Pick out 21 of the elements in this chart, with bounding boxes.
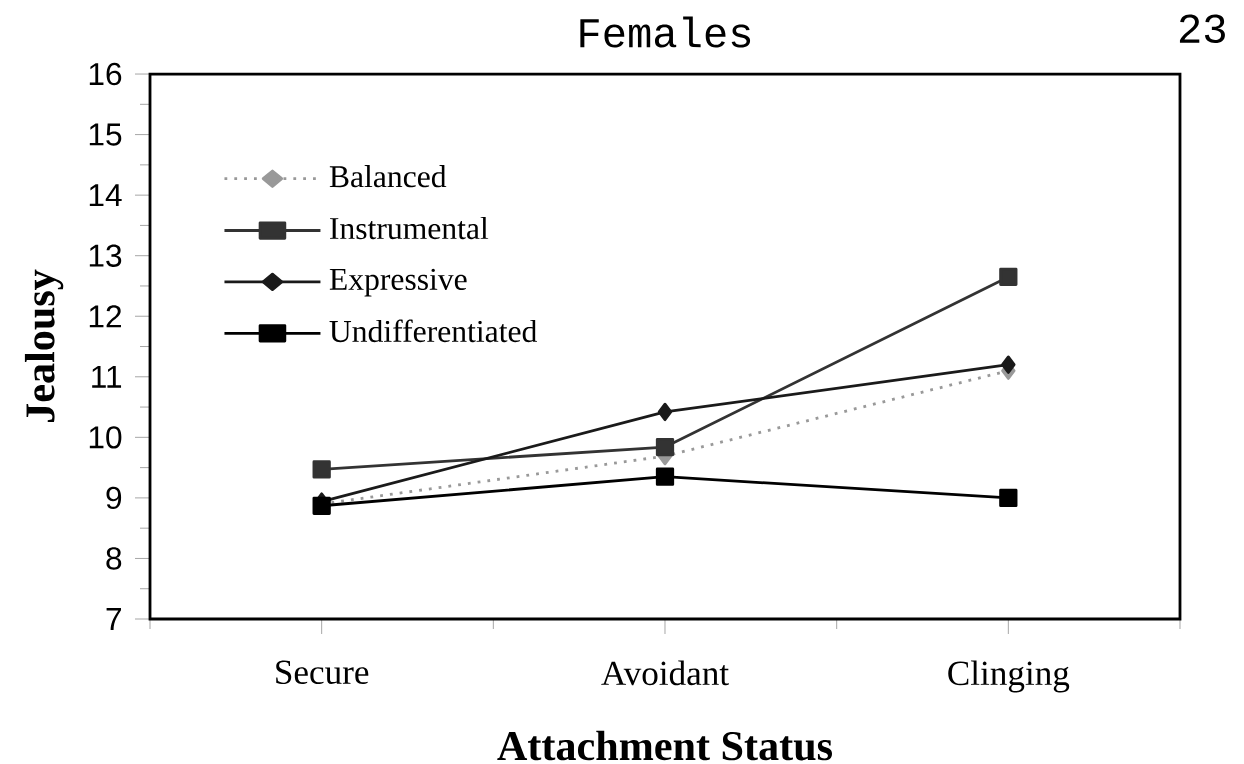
y-tick-label: 8 (106, 547, 122, 570)
y-tick-label: 7 (106, 608, 121, 630)
legend-label: Instrumental (330, 216, 489, 240)
y-tick-label: 13 (89, 244, 122, 267)
legend-label: Balanced (329, 165, 447, 188)
y-tick-label: 14 (89, 184, 122, 207)
y-tick-label: 9 (106, 486, 122, 510)
y-axis-title: Jealousy (24, 269, 64, 422)
y-tick-label: 12 (89, 305, 121, 328)
legend-label: Undifferentiated (329, 319, 537, 343)
chart-title: Females (580, 16, 751, 48)
legend-label: Expressive (329, 268, 467, 297)
y-tick-label: 11 (92, 365, 122, 388)
x-tick-label: Clinging (948, 660, 1070, 693)
x-tick-label: Avoidant (601, 660, 729, 686)
x-axis-title: Attachment Status (497, 730, 832, 761)
text: 23 (1179, 14, 1225, 44)
y-tick-label: 15 (89, 123, 122, 146)
x-tick-label: Secure (276, 660, 369, 685)
y-tick-label: 16 (89, 62, 122, 86)
y-tick-label: 10 (89, 426, 122, 449)
